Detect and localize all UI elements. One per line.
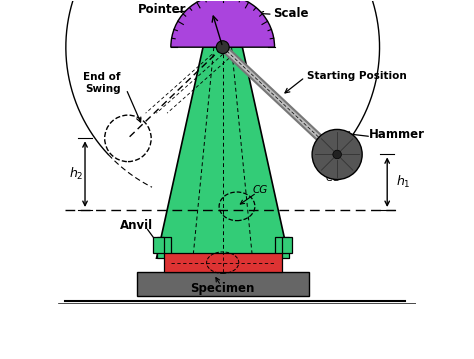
Polygon shape [153, 237, 164, 253]
Polygon shape [164, 253, 282, 272]
Text: CG: CG [326, 173, 341, 183]
Text: End of
Swing: End of Swing [83, 72, 121, 94]
Text: CG: CG [253, 185, 268, 195]
Polygon shape [137, 272, 309, 296]
Text: $h_2$: $h_2$ [69, 166, 83, 182]
Circle shape [216, 41, 229, 53]
Text: Pointer: Pointer [137, 3, 186, 16]
Text: Starting Position: Starting Position [307, 71, 407, 81]
Text: Hammer: Hammer [369, 128, 425, 141]
Polygon shape [156, 237, 171, 258]
Wedge shape [171, 0, 274, 47]
Text: Scale: Scale [273, 7, 308, 20]
Circle shape [333, 150, 341, 159]
Circle shape [312, 130, 362, 180]
Polygon shape [156, 47, 289, 258]
Polygon shape [282, 237, 292, 253]
Polygon shape [274, 237, 289, 258]
Text: Anvil: Anvil [120, 219, 154, 233]
Text: Specimen: Specimen [191, 282, 255, 295]
Text: $h_1$: $h_1$ [396, 174, 411, 190]
